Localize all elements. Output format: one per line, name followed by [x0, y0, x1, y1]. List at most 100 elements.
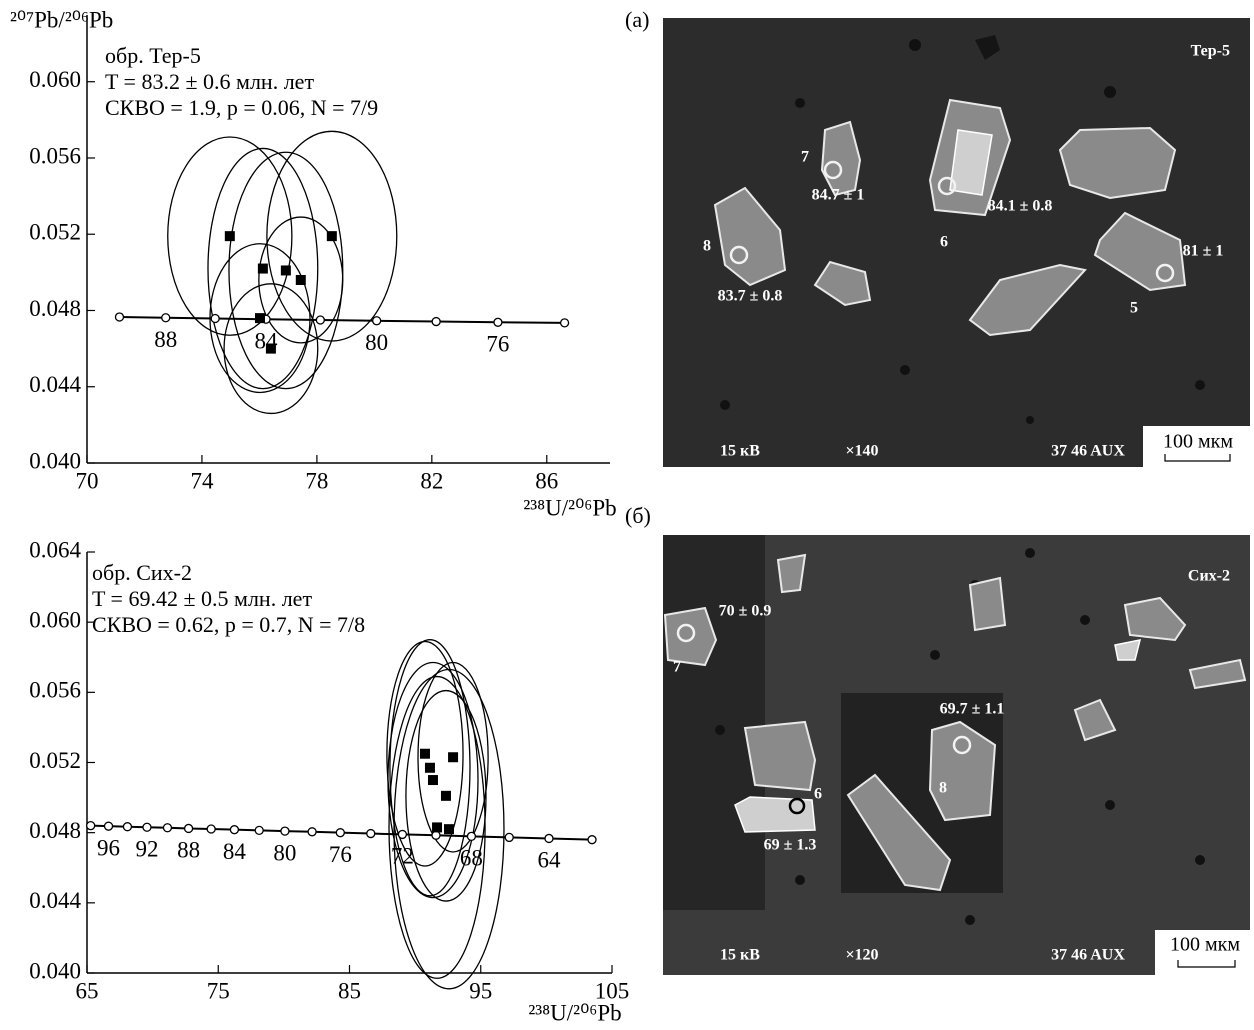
y-tick-label: 0.064	[29, 537, 81, 562]
annotation: T = 83.2 ± 0.6 млн. лет	[105, 69, 314, 94]
concordia-point	[367, 830, 375, 838]
age-label: 80	[273, 840, 296, 865]
concordia-point	[373, 317, 381, 325]
data-point	[258, 264, 268, 274]
spot-age: 69.7 ± 1.1	[940, 701, 1005, 718]
figure: (а) (б) Тер-5 7 84.7 ± 1 6 84.1 ± 0.8 8 …	[0, 0, 1254, 1030]
concordia-point	[230, 826, 238, 834]
concordia-point	[561, 319, 569, 327]
concordia-point	[505, 833, 513, 841]
x-tick-label: 85	[338, 978, 361, 1003]
x-tick-label: 74	[190, 468, 214, 493]
spot-age: 84.7 ± 1	[812, 187, 865, 204]
scale-bar-label: 100 мкм	[1163, 431, 1233, 453]
age-label: 76	[486, 332, 509, 357]
x-axis-label: ²³⁸U/²⁰⁶Pb	[528, 1000, 621, 1025]
concordia-point	[316, 316, 324, 324]
scale-bar-label: 100 мкм	[1170, 934, 1240, 956]
concordia-point	[207, 825, 215, 833]
age-label: 72	[391, 844, 414, 869]
spot-number: 6	[814, 786, 822, 803]
y-tick-label: 0.060	[29, 607, 81, 632]
concordia-point	[398, 830, 406, 838]
y-tick-label: 0.048	[29, 818, 81, 843]
y-tick-label: 0.044	[29, 372, 81, 397]
data-point	[428, 775, 438, 785]
concordia-point	[336, 829, 344, 837]
y-tick-label: 0.048	[29, 296, 81, 321]
concordia-point	[163, 824, 171, 832]
y-tick-label: 0.040	[29, 448, 81, 473]
concordia-point	[545, 834, 553, 842]
age-label: 76	[329, 842, 352, 867]
concordia-point	[162, 314, 170, 322]
footer-text: ×120	[845, 947, 878, 964]
concordia-point	[115, 313, 123, 321]
data-point	[441, 791, 451, 801]
concordia-point	[87, 822, 95, 830]
concordia-point	[185, 824, 193, 832]
data-point	[296, 275, 306, 285]
y-tick-label: 0.052	[29, 748, 81, 773]
spot-age: 70 ± 0.9	[719, 603, 772, 620]
y-tick-label: 0.056	[29, 143, 81, 168]
spot-age: 84.1 ± 0.8	[988, 198, 1053, 215]
age-label: 96	[97, 835, 120, 860]
data-point	[420, 749, 430, 759]
y-tick-label: 0.060	[29, 67, 81, 92]
footer-text: 37 46 AUX	[1051, 947, 1125, 964]
x-tick-label: 75	[207, 978, 230, 1003]
annotation: СКВО = 0.62, p = 0.7, N = 7/8	[92, 612, 365, 637]
concordia-point	[255, 826, 263, 834]
footer-text: 15 кВ	[720, 443, 760, 460]
footer-text: ×140	[845, 443, 878, 460]
panel-label: (а)	[625, 7, 649, 32]
annotation: обр. Тер-5	[105, 43, 201, 68]
spot-age: 81 ± 1	[1183, 243, 1224, 260]
y-tick-label: 0.044	[29, 888, 81, 913]
x-tick-label: 86	[535, 468, 558, 493]
sem-image: Сих-2 7 70 ± 0.9 8 69.7 ± 1.1 6 69 ± 1.3…	[663, 535, 1254, 975]
concordia-point	[467, 832, 475, 840]
x-tick-label: 95	[469, 978, 492, 1003]
concordia-point	[105, 822, 113, 830]
annotation: T = 69.42 ± 0.5 млн. лет	[92, 586, 312, 611]
sample-label: Тер-5	[1191, 43, 1230, 60]
spot-age: 69 ± 1.3	[764, 837, 817, 854]
spot-number: 7	[673, 659, 681, 676]
x-tick-label: 65	[76, 978, 99, 1003]
data-point	[432, 822, 442, 832]
age-label: 84	[223, 839, 247, 864]
sample-label: Сих-2	[1188, 568, 1230, 585]
age-label: 92	[135, 837, 158, 862]
concordia-point	[123, 823, 131, 831]
data-point	[255, 313, 265, 323]
age-label: 88	[154, 327, 177, 352]
concordia-point	[432, 831, 440, 839]
x-tick-label: 82	[420, 468, 443, 493]
panel-label: (б)	[625, 503, 651, 528]
footer-text: 37 46 AUX	[1051, 443, 1125, 460]
data-point	[281, 265, 291, 275]
age-label: 88	[177, 838, 200, 863]
concordia-point	[143, 823, 151, 831]
spot-number: 5	[1130, 300, 1138, 317]
data-point	[225, 231, 235, 241]
y-axis-label: ²⁰⁷Pb/²⁰⁶Pb	[10, 7, 113, 32]
x-tick-label: 78	[305, 468, 328, 493]
concordia-point	[211, 314, 219, 322]
x-axis-label: ²³⁸U/²⁰⁶Pb	[523, 495, 616, 520]
concordia-point	[432, 318, 440, 326]
spot-age: 83.7 ± 0.8	[718, 288, 783, 305]
spot-number: 6	[940, 234, 948, 251]
concordia-point	[281, 827, 289, 835]
data-point	[266, 344, 276, 354]
age-label: 64	[538, 848, 562, 873]
data-point	[448, 752, 458, 762]
concordia-point	[494, 318, 502, 326]
concordia-point	[308, 828, 316, 836]
age-label: 68	[460, 846, 483, 871]
concordia-point	[588, 836, 596, 844]
x-tick-label: 70	[76, 468, 99, 493]
footer-text: 15 кВ	[720, 947, 760, 964]
